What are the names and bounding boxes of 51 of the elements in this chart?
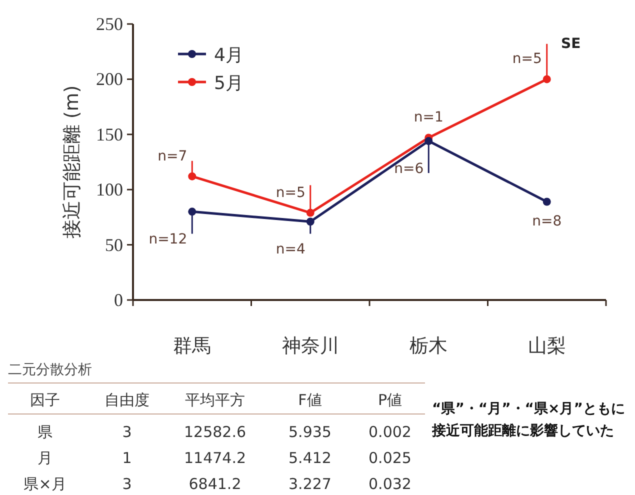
text: 0.025 [368,449,412,467]
text: 0.002 [368,423,412,441]
text: “県”・“月”・“県×月”ともに接近可能距離に影響していた [432,400,626,441]
annotation: n=8 [532,214,562,230]
text: 11474.2 [184,449,246,467]
text: P値 [378,391,402,409]
text: 3 [122,475,132,493]
text: 12582.6 [184,423,246,441]
text: 県 [38,423,52,441]
text: 平均平方 [185,391,245,409]
text: F値 [298,391,322,409]
y-tick-label: 150 [96,124,123,144]
x-tick-label: 群馬 [173,335,212,357]
point [306,218,314,226]
y-tick-label: 0 [114,290,123,310]
text: 3.227 [288,475,332,493]
y-axis-title: 接近可能距離 (m) [61,85,83,239]
text: 自由度 [104,391,150,409]
text: 県×月 [24,475,66,493]
annotation: n=7 [158,148,188,164]
point [306,208,314,217]
annotation: SE [561,36,581,52]
annotation: n=4 [276,242,306,258]
text: 二元分散分析 [8,362,92,378]
text: 5.935 [288,423,332,441]
text: 3 [122,423,132,441]
text: 1 [122,449,132,467]
text: 6841.2 [188,475,242,493]
text: 0.032 [368,475,412,493]
y-tick-label: 50 [105,234,123,255]
point [188,208,196,216]
annotation: n=5 [512,51,542,68]
x-tick-label: 神奈川 [282,335,339,357]
legend-label: 5月 [214,73,244,94]
x-tick-label: 栃木 [410,335,448,357]
y-tick-label: 100 [96,180,123,200]
point [424,137,433,146]
y-tick-label: 250 [96,14,123,34]
text: 因子 [30,391,60,409]
x-tick-label: 山梨 [528,335,566,357]
point [542,198,551,206]
annotation: n=1 [414,110,444,126]
annotation: n=5 [276,184,306,201]
annotation: n=6 [394,161,424,178]
point [188,172,196,180]
y-tick-label: 200 [96,69,123,90]
annotation: n=12 [148,232,188,248]
text: 月 [38,449,52,467]
legend-label: 4月 [214,45,244,66]
point [542,75,551,84]
text: 5.412 [288,449,332,467]
